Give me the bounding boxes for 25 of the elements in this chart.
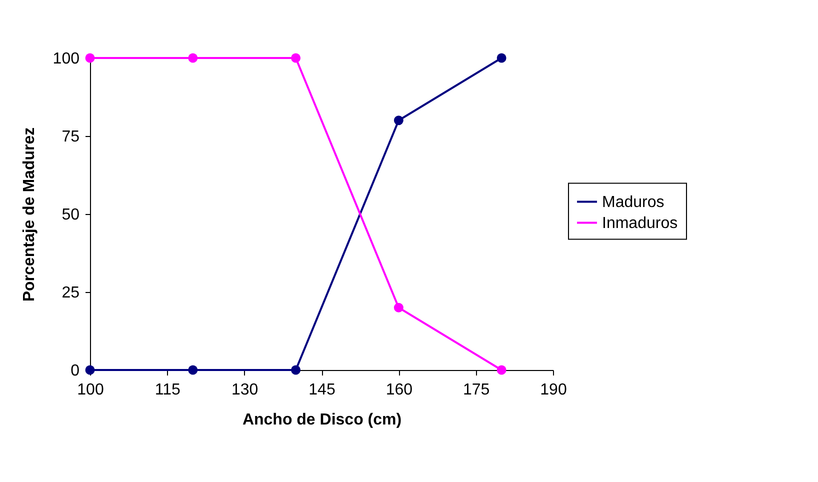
point <box>394 116 404 126</box>
y-tick-label: 75 <box>62 128 80 146</box>
legend-label: Maduros <box>602 194 664 211</box>
y-tick-label: 0 <box>70 362 80 380</box>
point <box>394 302 404 312</box>
y-tick-label: 25 <box>62 284 80 302</box>
point <box>291 365 301 375</box>
y-axis-title: Porcentaje de Madurez <box>20 127 38 302</box>
point <box>496 53 506 63</box>
x-tick-label: 145 <box>308 382 336 398</box>
y-tick-label: 100 <box>52 50 80 68</box>
x-axis-title: Ancho de Disco (cm) <box>242 412 402 428</box>
legend-label: Inmaduros <box>602 214 678 232</box>
y-tick-label: 50 <box>62 206 80 224</box>
x-tick-label: 190 <box>540 382 567 398</box>
x-tick-label: 160 <box>386 382 413 398</box>
point <box>188 365 198 375</box>
x-tick-label: 130 <box>231 382 258 398</box>
point <box>188 53 198 63</box>
point <box>85 53 95 63</box>
point <box>496 365 506 375</box>
x-tick-label: 175 <box>462 382 490 398</box>
x-tick-label: 100 <box>77 382 104 398</box>
x-tick-label: 115 <box>154 382 181 398</box>
point <box>291 53 301 63</box>
